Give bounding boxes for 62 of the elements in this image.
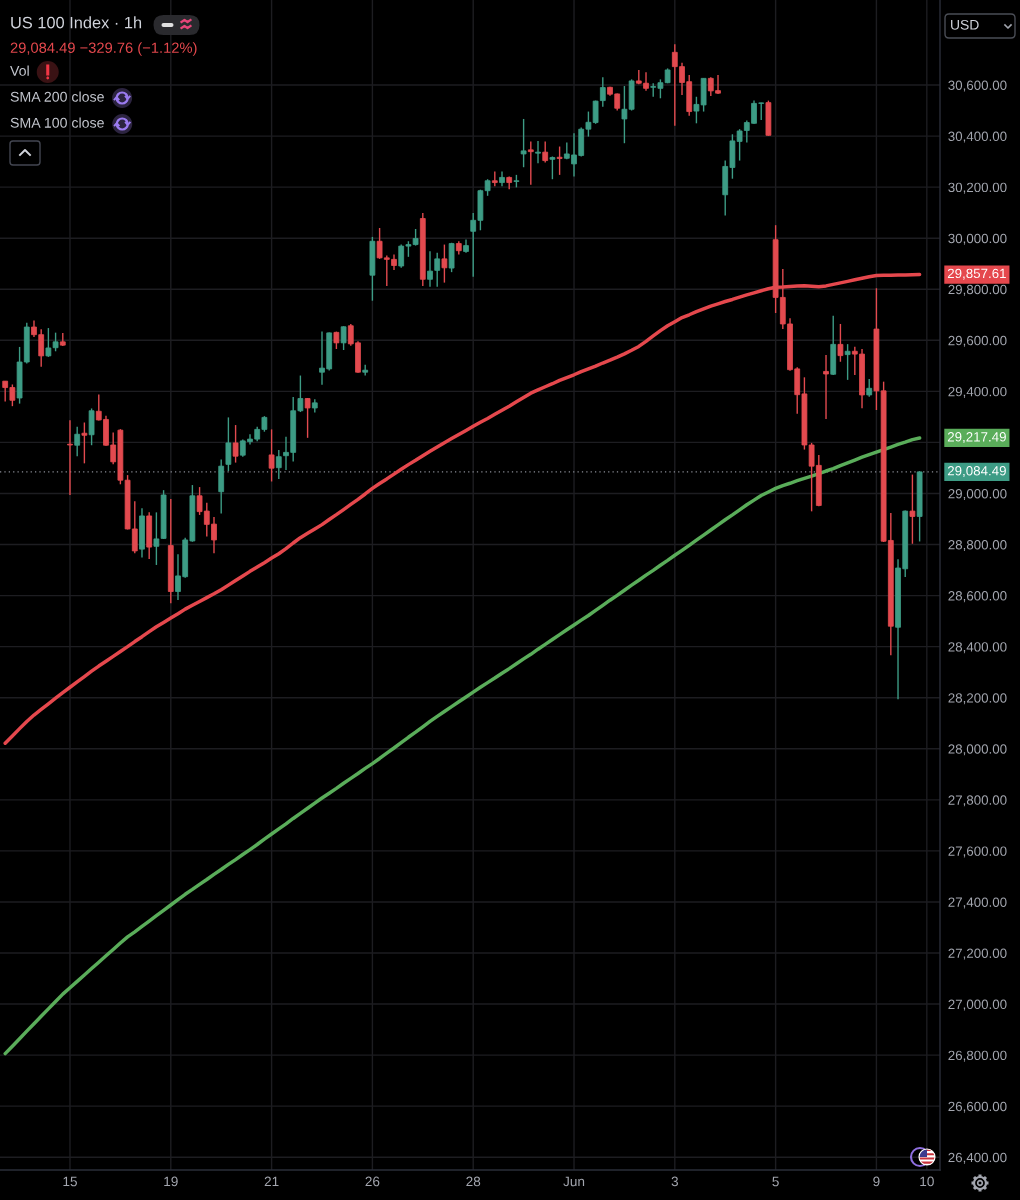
text: USD <box>951 19 979 30</box>
candlestick <box>232 424 239 464</box>
candlestick <box>549 155 556 180</box>
y-tick-label: 28,000.00 <box>948 744 1007 756</box>
y-tick-label: 29,400.00 <box>948 386 1007 398</box>
x-tick-label: 28 <box>466 1176 481 1187</box>
y-tick-label: 28,400.00 <box>948 642 1007 654</box>
line-series <box>3 436 922 1056</box>
candlestick <box>520 118 527 168</box>
y-tick-label: 27,400.00 <box>948 897 1007 909</box>
x-tick-label: 5 <box>772 1176 779 1187</box>
candlestick <box>823 354 829 420</box>
y-tick-label: 28,600.00 <box>948 591 1007 603</box>
candlestick <box>340 325 347 351</box>
y-tick-label: 29,800.00 <box>948 284 1007 296</box>
candlestick <box>844 343 851 381</box>
x-tick-label: 21 <box>264 1176 279 1187</box>
y-tick-label: 27,600.00 <box>948 846 1007 858</box>
x-tick-label: 3 <box>671 1176 678 1187</box>
x-tick-label: 9 <box>873 1176 880 1187</box>
annotation: SMA 200 close <box>10 91 104 102</box>
y-tick-label: 27,200.00 <box>948 948 1007 960</box>
y-tick-label: 28,800.00 <box>948 540 1007 552</box>
y-tick-label: 28,200.00 <box>948 693 1007 705</box>
ref-line-label: 29,084.49 <box>947 466 1006 478</box>
candlestick <box>556 145 563 176</box>
x-tick-label: 19 <box>164 1176 178 1187</box>
y-tick-label: 27,800.00 <box>948 795 1007 807</box>
y-tick-label: 30,600.00 <box>948 80 1007 92</box>
candlestick <box>225 416 232 472</box>
x-tick-label: Jun <box>563 1176 585 1187</box>
annotation: Vol <box>10 65 29 76</box>
text: 29,857.61 <box>947 268 1006 280</box>
y-tick-label: 26,600.00 <box>948 1101 1007 1113</box>
x-tick-label: 26 <box>365 1176 380 1187</box>
x-tick-label: 10 <box>920 1176 934 1187</box>
text: 29,217.49 <box>947 432 1006 444</box>
candlestick <box>268 428 275 483</box>
text: 29,084.49 −329.76 (−1.12%) <box>10 42 197 56</box>
annotation: SMA 100 close <box>10 117 104 128</box>
candlestick <box>837 323 844 363</box>
candlestick <box>74 426 81 457</box>
y-tick-label: 29,000.00 <box>948 489 1007 501</box>
candlestick <box>88 407 95 446</box>
candlestick <box>909 473 916 545</box>
y-tick-label: 26,800.00 <box>948 1050 1007 1062</box>
candlestick <box>535 140 541 164</box>
y-tick-label: 27,000.00 <box>948 999 1007 1011</box>
candlestick <box>304 397 311 439</box>
candlestick <box>275 449 282 480</box>
candlestick <box>81 421 88 465</box>
candlestick <box>542 140 549 164</box>
x-tick-label: 15 <box>63 1176 77 1187</box>
y-tick-label: 30,200.00 <box>948 182 1007 194</box>
y-tick-label: 30,400.00 <box>948 131 1007 143</box>
text: US 100 Index · 1h <box>11 16 142 29</box>
candlestick <box>527 140 534 186</box>
candlestick <box>67 419 73 496</box>
y-tick-label: 30,000.00 <box>948 233 1007 245</box>
candlestick <box>441 243 448 284</box>
y-tick-label: 26,400.00 <box>948 1152 1007 1164</box>
y-tick-label: 29,600.00 <box>948 335 1007 347</box>
